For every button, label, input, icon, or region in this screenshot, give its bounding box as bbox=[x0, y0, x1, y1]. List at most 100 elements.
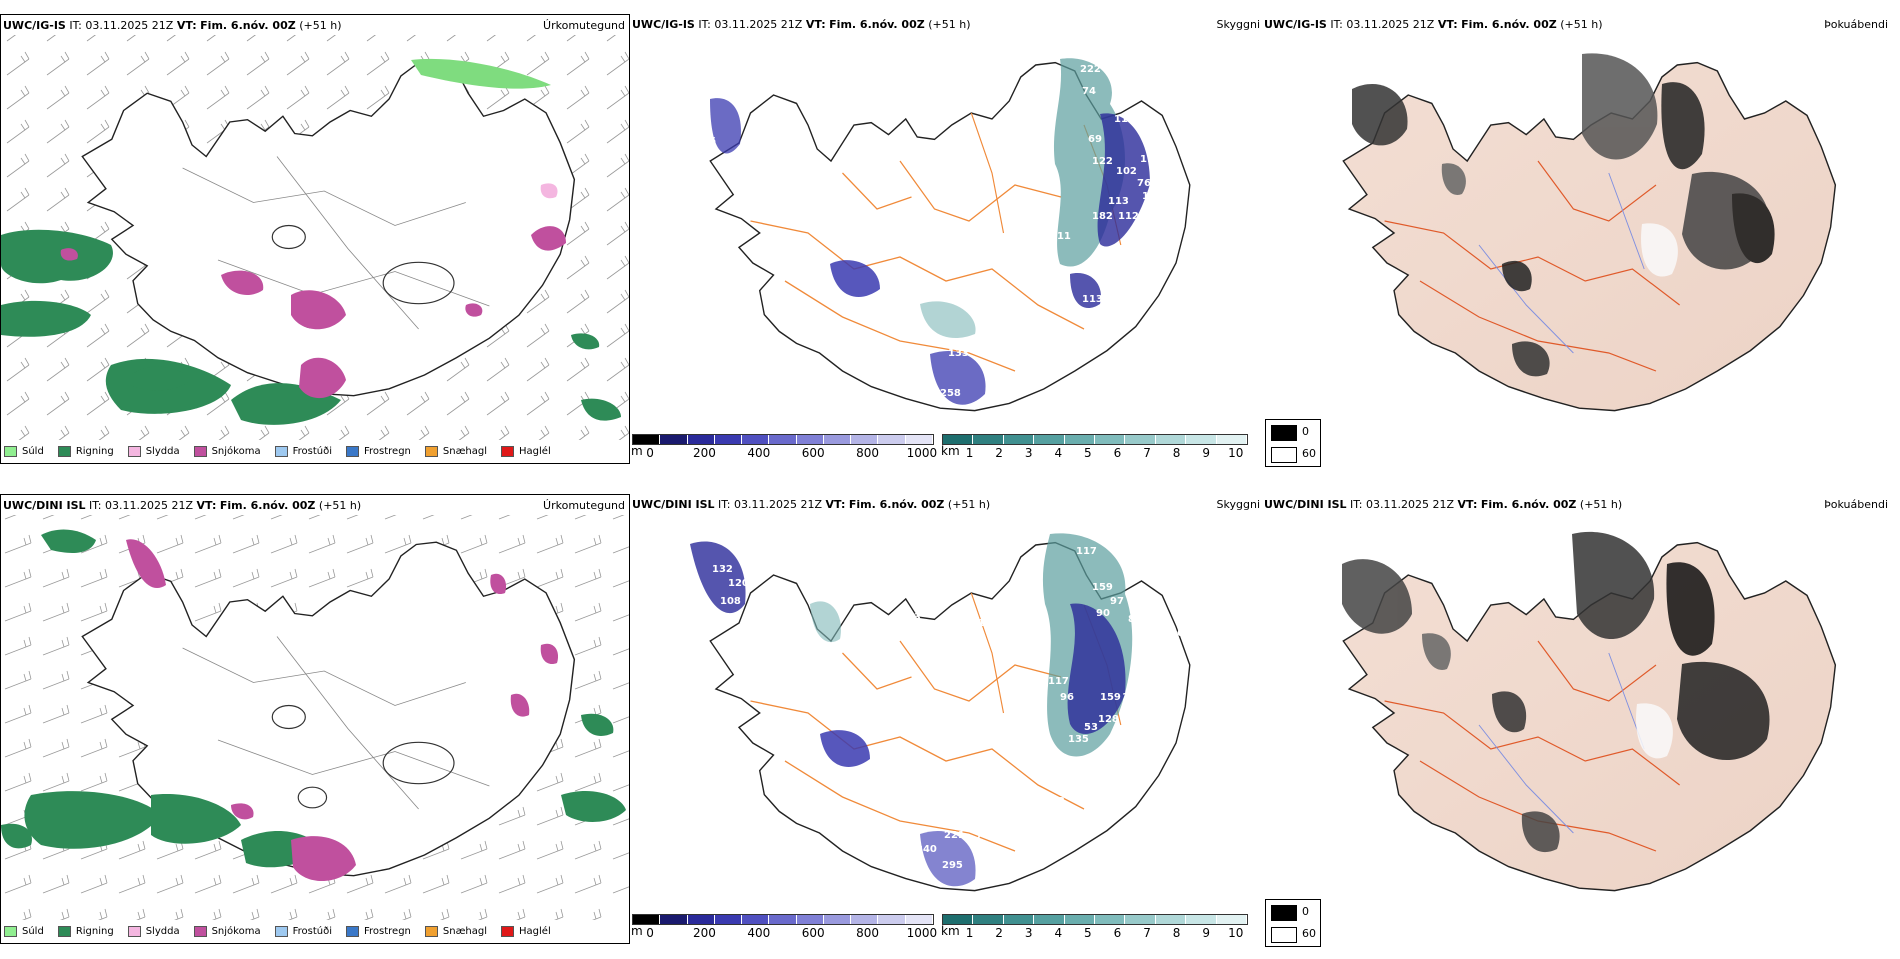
cloud-base-label: 112 bbox=[1118, 211, 1139, 222]
legend-item-rigning: Rigning bbox=[57, 925, 114, 937]
legend-label: Frostregn bbox=[364, 445, 411, 457]
vt-label: VT: bbox=[1437, 18, 1458, 31]
cloud-base-label: 258 bbox=[940, 388, 961, 399]
ceiling-color-cell bbox=[823, 435, 852, 444]
cloud-base-label: 102 bbox=[1116, 166, 1137, 177]
vt-label: VT: bbox=[196, 499, 217, 512]
cloud-base-label: 87 bbox=[1124, 750, 1138, 761]
legend-label: Frostregn bbox=[364, 925, 411, 937]
visibility-tick-label: 8 bbox=[1172, 926, 1181, 940]
legend-label: Haglél bbox=[519, 445, 551, 457]
precip-legend: Súld Rigning Slydda Snjókoma Frostúði Frostre… bbox=[4, 922, 565, 940]
visibility-tick-label: 3 bbox=[1024, 926, 1033, 940]
visibility-tick-label: 1 bbox=[965, 446, 974, 460]
visibility-color-cell bbox=[1003, 915, 1035, 924]
vt-value: Fim. 6.nóv. 00Z bbox=[1480, 498, 1577, 511]
fog-map bbox=[1342, 531, 1837, 892]
visibility-color-cell bbox=[1034, 435, 1065, 444]
ceiling-color-cell bbox=[769, 915, 797, 924]
ceiling-tick-label: 600 bbox=[801, 926, 825, 940]
visibility-color-cell bbox=[943, 435, 974, 444]
visibility-color-cell bbox=[1155, 435, 1187, 444]
precip-panel-1: UWC/IG-IS IT: 03.11.2025 21Z VT: Fim. 6.… bbox=[0, 14, 630, 464]
legend-item-snæhagl: Snæhagl bbox=[424, 445, 488, 457]
cloud-base-label: 79 bbox=[1096, 756, 1110, 767]
model-name: UWC/DINI ISL bbox=[1264, 498, 1347, 511]
cloud-base-label: 117 bbox=[1048, 676, 1069, 687]
cloud-base-label: 128 bbox=[1098, 714, 1119, 725]
cloud-base-label: 88 bbox=[690, 598, 704, 609]
legend-item-frostregn: Frostregn bbox=[346, 445, 411, 457]
legend-label: Snæhagl bbox=[442, 445, 488, 457]
lead-time: (+51 h) bbox=[299, 19, 342, 32]
visibility-color-cell bbox=[1216, 435, 1248, 444]
visibility-unit: km bbox=[941, 444, 960, 458]
cloud-base-label: 111 bbox=[964, 618, 985, 629]
cloud-base-label: 221 bbox=[944, 830, 965, 841]
it-value: 03.11.2025 21Z bbox=[1346, 18, 1435, 31]
ceiling-color-cell bbox=[878, 915, 906, 924]
ceiling-title: Skyggni bbox=[1216, 18, 1260, 31]
precip-map bbox=[1, 35, 629, 440]
fog-panel-1: UWC/IG-IS IT: 03.11.2025 21Z VT: Fim. 6.… bbox=[1262, 14, 1892, 479]
cloud-base-label: 10 bbox=[688, 104, 702, 115]
cloud-base-label: 117 bbox=[1076, 546, 1097, 557]
legend-swatch bbox=[274, 445, 288, 457]
it-label: IT: bbox=[718, 498, 731, 511]
ceiling-color-cell bbox=[742, 915, 770, 924]
legend-item-haglél: Haglél bbox=[501, 445, 551, 457]
lead-time: (+51 h) bbox=[947, 498, 991, 511]
ceiling-color-cell bbox=[714, 915, 743, 924]
cloud-base-label: 132 bbox=[712, 564, 733, 575]
precip-map bbox=[1, 515, 629, 920]
ceiling-tick-label: 200 bbox=[693, 926, 716, 940]
visibility-tick-label: 9 bbox=[1202, 446, 1210, 460]
legend-label: Súld bbox=[22, 925, 44, 937]
vt-label: VT: bbox=[825, 498, 846, 511]
cloud-base-label: 103 bbox=[1124, 734, 1145, 745]
ceiling-color-cell bbox=[769, 435, 797, 444]
cloud-base-label: 113 bbox=[1044, 796, 1065, 807]
fog-map bbox=[1342, 53, 1837, 412]
legend-label: Haglél bbox=[519, 925, 551, 937]
ceiling-color-cell bbox=[905, 915, 933, 924]
legend-item-slydda: Slydda bbox=[127, 445, 180, 457]
cloud-base-label: 96 bbox=[1060, 692, 1074, 703]
cloud-base-label: 76 bbox=[1137, 178, 1151, 189]
ceiling-panel-1: UWC/IG-IS IT: 03.11.2025 21Z VT: Fim. 6.… bbox=[630, 14, 1260, 479]
visibility-color-cell bbox=[1155, 915, 1187, 924]
legend-swatch bbox=[501, 925, 515, 937]
visibility-color-cell bbox=[1125, 435, 1156, 444]
cloud-base-label: 135 bbox=[1068, 734, 1089, 745]
cloud-base-label: 115 bbox=[1114, 114, 1135, 125]
model-name: UWC/IG-IS bbox=[1264, 18, 1327, 31]
ceiling-color-cell bbox=[742, 435, 770, 444]
legend-swatch bbox=[424, 445, 438, 457]
cloud-base-label: 83 bbox=[1160, 184, 1174, 195]
visibility-tick-label: 6 bbox=[1113, 446, 1122, 460]
legend-swatch bbox=[127, 445, 141, 457]
ceiling-color-cell bbox=[905, 435, 933, 444]
legend-swatch bbox=[57, 445, 71, 457]
visibility-color-cell bbox=[1095, 435, 1126, 444]
visibility-color-cell bbox=[1186, 435, 1217, 444]
it-label: IT: bbox=[89, 499, 102, 512]
cloud-base-label: 295 bbox=[942, 860, 963, 871]
visibility-color-cell bbox=[1064, 915, 1096, 924]
legend-item-frostregn: Frostregn bbox=[346, 925, 411, 937]
cloud-base-label: 881 bbox=[970, 344, 991, 355]
legend-swatch bbox=[4, 445, 17, 457]
legend-item-frostúði: Frostúði bbox=[274, 445, 332, 457]
panel-header: UWC/DINI ISL IT: 03.11.2025 21Z VT: Fim.… bbox=[1264, 498, 1888, 514]
ceiling-tick-label: 1000 bbox=[906, 926, 938, 940]
it-label: IT: bbox=[69, 19, 82, 32]
legend-swatch bbox=[57, 925, 71, 937]
legend-swatch bbox=[346, 445, 359, 457]
panel-header: UWC/IG-IS IT: 03.11.2025 21Z VT: Fim. 6.… bbox=[1264, 18, 1888, 34]
visibility-tick-label: 10 bbox=[1228, 446, 1244, 460]
visibility-color-cell bbox=[1125, 915, 1156, 924]
ceiling-tick-label: 400 bbox=[747, 446, 771, 460]
cloud-base-label: 105 bbox=[1120, 261, 1141, 272]
visibility-colorbar-cells bbox=[942, 434, 1248, 445]
